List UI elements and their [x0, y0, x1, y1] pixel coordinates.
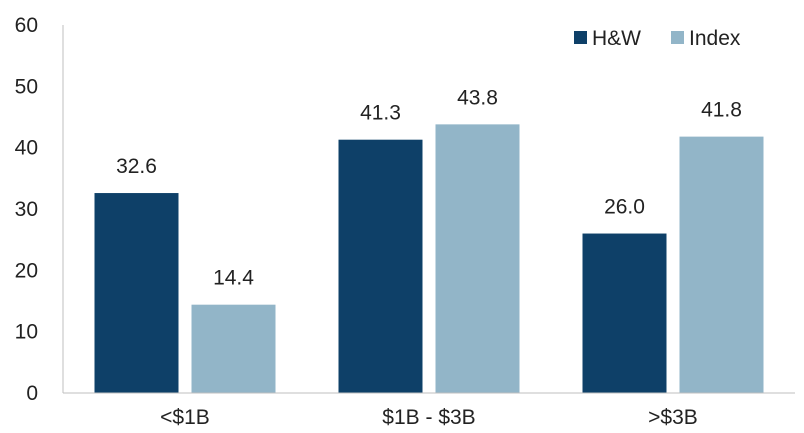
bar-index-0 — [191, 304, 276, 393]
y-tick-label: 40 — [15, 137, 38, 160]
bar-hw-2 — [582, 233, 667, 393]
bars — [94, 124, 764, 394]
legend-label: Index — [689, 27, 741, 50]
data-label: 41.3 — [360, 102, 401, 125]
data-label: 14.4 — [213, 267, 254, 290]
bar-hw-1 — [338, 139, 423, 393]
x-tick-label: >$3B — [648, 406, 698, 429]
y-axis: 0 10 20 30 40 50 60 — [15, 14, 64, 405]
x-tick-label: <$1B — [160, 406, 210, 429]
y-tick-label: 10 — [15, 321, 38, 344]
data-label: 32.6 — [116, 155, 157, 178]
bar-index-1 — [435, 124, 520, 394]
legend: H&W Index — [574, 27, 741, 50]
bar-index-2 — [679, 136, 764, 394]
y-tick-label: 0 — [26, 382, 38, 405]
data-label: 41.8 — [701, 99, 742, 122]
y-tick-label: 60 — [15, 14, 38, 37]
bar-hw-0 — [94, 193, 179, 393]
y-tick-label: 30 — [15, 198, 38, 221]
legend-label: H&W — [592, 27, 641, 50]
data-label: 26.0 — [604, 196, 645, 219]
x-tick-label: $1B - $3B — [382, 406, 475, 429]
data-label: 43.8 — [457, 86, 498, 109]
x-axis: <$1B $1B - $3B >$3B — [63, 392, 795, 429]
y-tick-label: 20 — [15, 259, 38, 282]
y-tick-label: 50 — [15, 75, 38, 98]
data-labels: 32.6 14.4 41.3 43.8 26.0 41.8 — [116, 86, 742, 289]
legend-swatch — [671, 31, 684, 44]
legend-swatch — [574, 31, 587, 44]
